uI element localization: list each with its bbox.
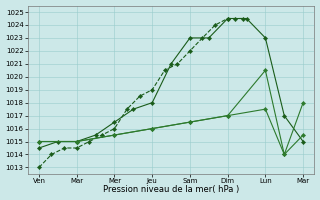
X-axis label: Pression niveau de la mer( hPa ): Pression niveau de la mer( hPa )	[103, 185, 239, 194]
